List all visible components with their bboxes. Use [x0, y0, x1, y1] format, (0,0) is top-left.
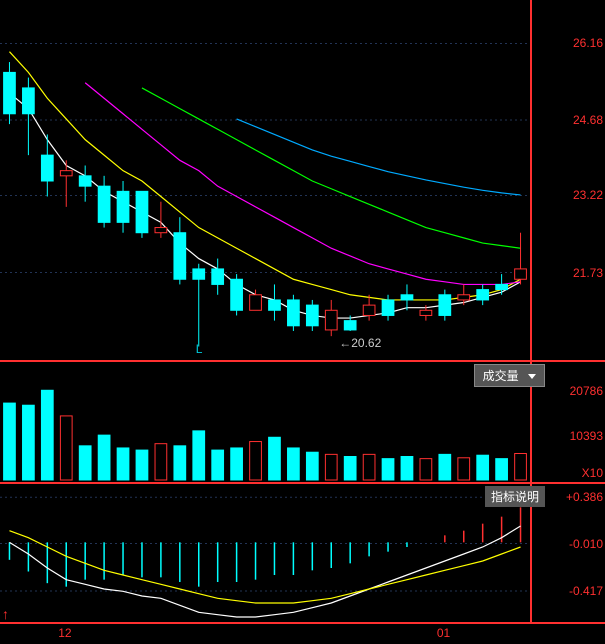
macd-ytick: +0.386: [566, 490, 603, 504]
x-tick: 12: [58, 626, 71, 642]
x-tick: 01: [437, 626, 450, 642]
volume-dropdown-label: 成交量: [483, 369, 519, 383]
stock-chart: 26.16 24.68 23.22 21.73 ←20.62 L 成交量 20786 1…: [0, 0, 605, 644]
chevron-down-icon: [528, 374, 536, 379]
volume-unit: X10: [582, 466, 603, 480]
price-ytick: 21.73: [573, 266, 603, 280]
price-y-axis-line: [530, 0, 532, 362]
volume-dropdown[interactable]: 成交量: [474, 364, 545, 387]
price-ytick: 24.68: [573, 113, 603, 127]
volume-panel[interactable]: 成交量 20786 10393 X10: [0, 362, 605, 484]
volume-ytick: 10393: [570, 429, 603, 443]
low-marker-l: L: [196, 342, 203, 356]
macd-ytick: -0.417: [569, 584, 603, 598]
price-panel[interactable]: 26.16 24.68 23.22 21.73 ←20.62 L: [0, 0, 605, 362]
indicator-help-label: 指标说明: [491, 490, 539, 504]
volume-ytick: 20786: [570, 384, 603, 398]
price-ytick: 26.16: [573, 36, 603, 50]
price-ytick: 23.22: [573, 188, 603, 202]
low-annotation: ←20.62: [339, 336, 381, 350]
x-axis-panel: 12 01: [0, 624, 605, 644]
up-arrow-icon: ↑: [2, 606, 9, 622]
price-plot: [0, 0, 605, 362]
macd-ytick: -0.010: [569, 537, 603, 551]
macd-panel[interactable]: 指标说明 +0.386 -0.010 -0.417 ↑: [0, 484, 605, 624]
indicator-help-button[interactable]: 指标说明: [485, 486, 545, 507]
